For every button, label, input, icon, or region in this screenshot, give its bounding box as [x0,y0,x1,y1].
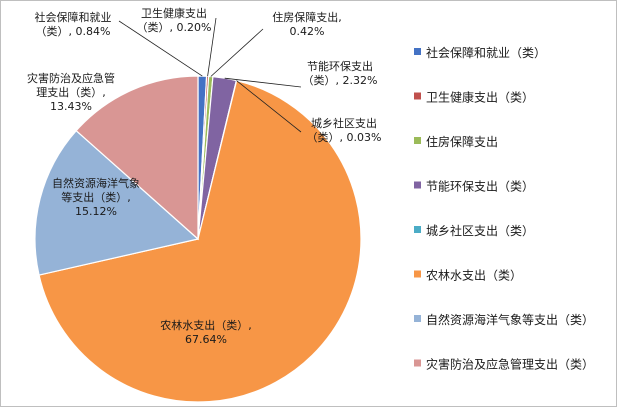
legend-swatch-6 [414,270,421,278]
data-label-1: 社会保障和就业（类）, 0.84% [35,10,112,38]
pie-slice-8 [75,75,199,241]
leader-line-4 [224,77,302,88]
data-label-8: 灾害防治及应急管理支出（类）, 13.43% [27,71,115,113]
data-label-7: 自然资源海洋气象等支出（类）, 15.12% [52,176,140,218]
data-label-3: 住房保障支出, 0.42% [272,10,342,38]
pie-slice-6 [38,79,362,403]
legend-label-5: 城乡社区支出（类） [426,223,534,238]
legend-label-8: 灾害防治及应急管理支出（类） [426,357,594,372]
legend-swatch-1 [414,48,421,55]
data-label-5: 城乡社区支出（类）, 0.03% [307,116,382,144]
legend-swatch-4 [414,181,421,189]
leader-line-5 [236,80,302,133]
data-label-4: 节能环保支出（类）, 2.32% [303,59,378,87]
legend-swatch-8 [414,359,421,367]
leader-line-3 [210,28,264,77]
legend-swatch-2 [414,92,421,100]
legend-label-2: 卫生健康支出（类） [426,90,534,105]
legend-label-7: 自然资源海洋气象等支出（类） [426,312,594,327]
legend-swatch-7 [414,315,421,322]
leader-line-2 [207,17,217,77]
data-label-2: 卫生健康支出（类）, 0.20% [137,6,212,34]
data-label-6: 农林水支出（类）, 67.64% [160,318,252,346]
legend-swatch-3 [414,137,421,144]
legend-label-6: 农林水支出（类） [426,269,522,283]
legend-label-3: 住房保障支出 [426,134,498,149]
leader-line-1 [118,20,203,77]
legend-label-4: 节能环保支出（类） [426,180,534,194]
legend-label-1: 社会保障和就业（类） [426,45,546,60]
legend-swatch-5 [414,226,421,233]
pie-slice-7 [34,129,200,276]
